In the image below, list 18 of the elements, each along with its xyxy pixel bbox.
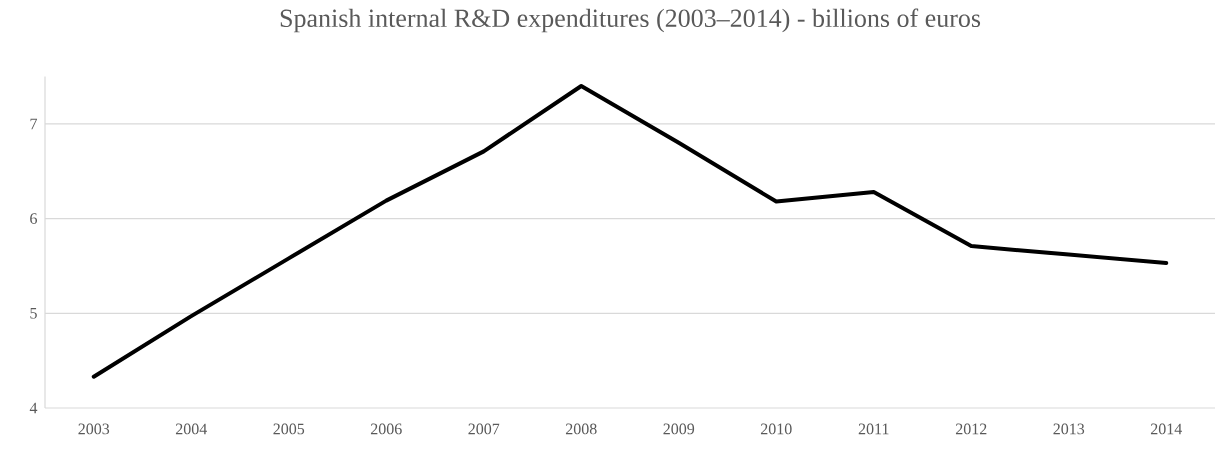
x-tick-label: 2010: [760, 423, 792, 435]
x-tick-label: 2005: [273, 423, 305, 435]
x-tick-label: 2006: [370, 423, 402, 435]
y-tick-label: 5: [30, 307, 37, 319]
x-tick-label: 2014: [1150, 423, 1183, 435]
x-tick-label: 2003: [78, 423, 110, 435]
line-series: [91, 84, 1169, 379]
x-tick-label: 2012: [955, 423, 987, 435]
x-tick-label: 2007: [468, 423, 500, 435]
chart-title: Spanish internal R&D expenditures (2003–2014) - billions of euros: [280, 8, 981, 33]
x-tick-label: 2013: [1053, 423, 1085, 435]
x-tick-label: 2004: [175, 423, 207, 435]
x-tick-label: 2011: [858, 423, 889, 435]
x-tick-label: 2008: [565, 423, 597, 435]
y-tick-label: 6: [30, 213, 38, 224]
y-tick-label: 4: [29, 402, 38, 414]
x-tick-label: 2009: [663, 423, 695, 435]
y-tick-label: 7: [30, 118, 38, 130]
